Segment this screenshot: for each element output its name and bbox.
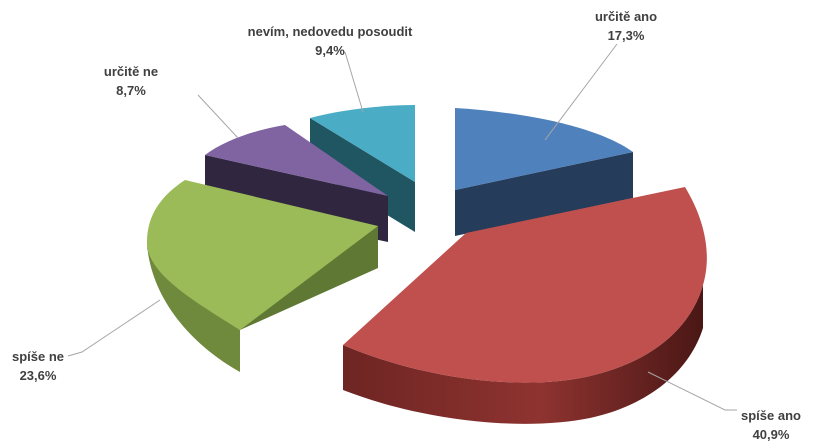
leader-line-urcite-ne: [197, 94, 239, 139]
leader-line-nevim: [344, 51, 364, 113]
leader-line-spise-ano: [647, 371, 737, 411]
value-spise-ano: 40,9%: [753, 427, 790, 442]
slice-urcite-ano[interactable]: [455, 108, 633, 190]
value-urcite-ano: 17,3%: [608, 28, 645, 43]
label-spise-ne: spíše ne: [12, 349, 64, 364]
label-nevim: nevím, nedovedu posoudit: [248, 24, 413, 39]
data-labels: určitě ano 17,3% nevím, nedovedu posoudi…: [12, 9, 801, 442]
label-urcite-ano: určitě ano: [595, 9, 657, 24]
value-nevim: 9,4%: [315, 43, 345, 58]
slice-urcite-ne[interactable]: [205, 125, 388, 196]
slice-side-nevim: [310, 118, 415, 232]
slice-side-urcite-ano: [455, 152, 633, 236]
slice-side-spise-ano: [343, 285, 703, 424]
value-spise-ne: 23,6%: [20, 368, 57, 383]
slice-spise-ne[interactable]: [146, 180, 378, 330]
label-spise-ano: spíše ano: [741, 408, 801, 423]
slice-nevim[interactable]: [310, 105, 415, 182]
pie-tops: [146, 105, 707, 383]
label-urcite-ne: určitě ne: [104, 64, 158, 79]
leader-line-urcite-ano: [544, 43, 618, 141]
value-urcite-ne: 8,7%: [116, 83, 146, 98]
slice-spise-ano[interactable]: [343, 187, 707, 383]
leader-line-spise-ne: [67, 299, 161, 357]
leader-lines: [67, 43, 737, 411]
